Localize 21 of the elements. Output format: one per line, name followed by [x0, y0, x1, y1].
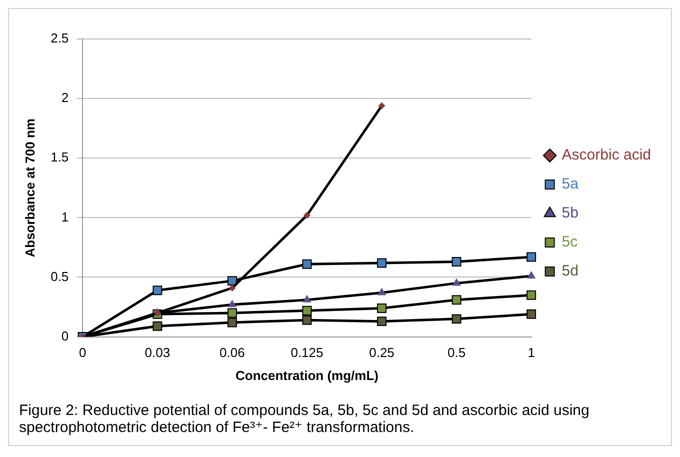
legend-label: 5a [562, 176, 580, 193]
legend-label: 5d [562, 262, 578, 280]
x-tick-label: 0.03 [144, 345, 170, 360]
y-tick-label: 0 [61, 328, 69, 344]
y-tick-label: 2 [61, 90, 69, 106]
x-tick-label: 1 [528, 345, 535, 360]
legend-label: 5b [562, 204, 578, 222]
y-tick-label: 0.5 [50, 268, 69, 284]
x-tick-label: 0.06 [220, 345, 245, 360]
y-axis-title: Absorbance at 700 nm [22, 118, 38, 258]
y-tick-label: 2.5 [50, 30, 69, 46]
y-tick-label: 1 [61, 209, 69, 224]
y-tick-label: 1.5 [50, 150, 69, 165]
legend-label: Ascorbic acid [562, 146, 651, 164]
x-tick-label: 0.25 [369, 345, 394, 360]
caption: Figure 2: Reductive potential of compounds 5a, 5b, 5c and 5d and ascorbic acid using spectrophotometric detection of Fe³⁺- Fe²⁺ transformations. [18, 401, 590, 438]
x-axis-title: Concentration (mg/mL) [235, 368, 378, 383]
x-tick-label: 0.125 [290, 345, 324, 360]
legend-label: 5c [562, 234, 578, 251]
x-tick-label: 0.5 [447, 345, 466, 360]
x-tick-label: 0 [79, 345, 86, 360]
